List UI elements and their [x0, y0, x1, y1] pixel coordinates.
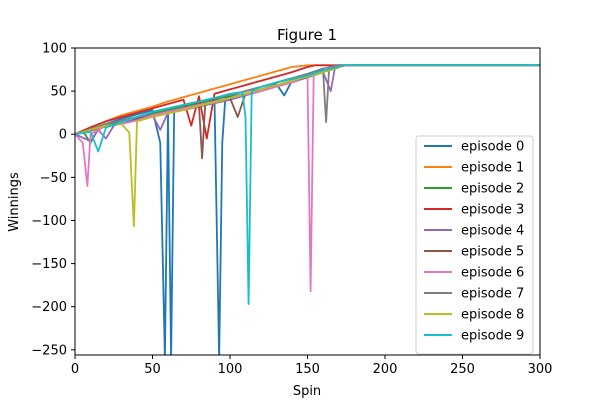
legend: episode 0 episode 1 episode 2 episode 3 epis…	[415, 135, 534, 355]
legend-label: episode 6	[461, 266, 524, 281]
x-axis-label: Spin	[293, 384, 321, 399]
y-tick-label: 100	[42, 42, 67, 57]
legend-label: episode 4	[461, 224, 524, 239]
series-line-8	[75, 64, 540, 228]
y-tick-label: −150	[31, 257, 67, 272]
x-tick-label: 100	[218, 362, 243, 377]
series-line-3	[75, 64, 540, 140]
legend-label: episode 5	[461, 245, 524, 260]
legend-label: episode 2	[461, 182, 524, 197]
plot-lines	[75, 64, 540, 355]
x-tick-label: 150	[295, 362, 320, 377]
series-line-9	[75, 64, 540, 306]
y-tick-label: −100	[31, 214, 67, 229]
y-tick-label: −200	[31, 300, 67, 315]
series-line-1	[75, 64, 540, 136]
legend-label: episode 8	[461, 308, 524, 323]
y-tick-label: 0	[59, 128, 67, 143]
legend-label: episode 3	[461, 203, 524, 218]
legend-label: episode 9	[461, 329, 524, 344]
legend-label: episode 1	[461, 161, 524, 176]
y-tick-label: −50	[40, 171, 67, 186]
x-tick-label: 250	[450, 362, 475, 377]
x-tick-label: 50	[144, 362, 161, 377]
y-tick-label: 50	[50, 85, 67, 100]
x-tick-label: 200	[373, 362, 398, 377]
x-tick-label: 300	[528, 362, 553, 377]
y-axis-label: Winnings	[7, 172, 22, 232]
chart-title: Figure 1	[277, 26, 337, 44]
legend-label: episode 0	[461, 140, 524, 155]
legend-label: episode 7	[461, 287, 524, 302]
x-axis-ticks: 0 50 100 150 200 250 300	[71, 355, 553, 377]
y-axis-ticks: 100 50 0 −50 −100 −150 −200 −250	[31, 42, 75, 358]
legend-box	[415, 135, 534, 355]
x-tick-label: 0	[71, 362, 79, 377]
y-tick-label: −250	[31, 343, 67, 358]
